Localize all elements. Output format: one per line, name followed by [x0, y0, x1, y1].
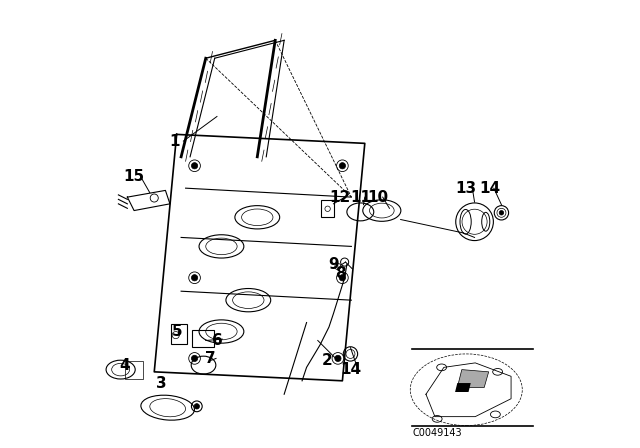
Bar	[321, 200, 334, 217]
Text: 7: 7	[205, 351, 216, 366]
Text: 1: 1	[169, 134, 180, 149]
Polygon shape	[458, 370, 489, 388]
Text: C0049143: C0049143	[413, 428, 462, 438]
Bar	[192, 330, 214, 347]
Bar	[172, 324, 187, 344]
Circle shape	[499, 211, 504, 215]
Text: 4: 4	[120, 358, 131, 373]
Text: 14: 14	[479, 181, 501, 196]
Polygon shape	[455, 383, 471, 392]
Text: 12: 12	[330, 190, 351, 205]
Text: 6: 6	[212, 333, 222, 348]
Text: 8: 8	[335, 266, 346, 281]
Text: 9: 9	[328, 257, 339, 272]
Text: 14: 14	[340, 362, 362, 377]
Text: 2: 2	[321, 353, 332, 368]
Circle shape	[191, 275, 198, 281]
Text: 11: 11	[350, 190, 371, 205]
Text: 5: 5	[172, 324, 182, 339]
Text: 3: 3	[156, 375, 166, 391]
Text: 13: 13	[455, 181, 476, 196]
Circle shape	[191, 163, 198, 169]
Circle shape	[339, 163, 346, 169]
Circle shape	[191, 355, 198, 362]
Circle shape	[194, 404, 200, 409]
Circle shape	[339, 275, 346, 281]
Circle shape	[335, 355, 341, 362]
Text: 10: 10	[367, 190, 389, 205]
Text: 15: 15	[124, 169, 145, 185]
Bar	[125, 361, 143, 379]
